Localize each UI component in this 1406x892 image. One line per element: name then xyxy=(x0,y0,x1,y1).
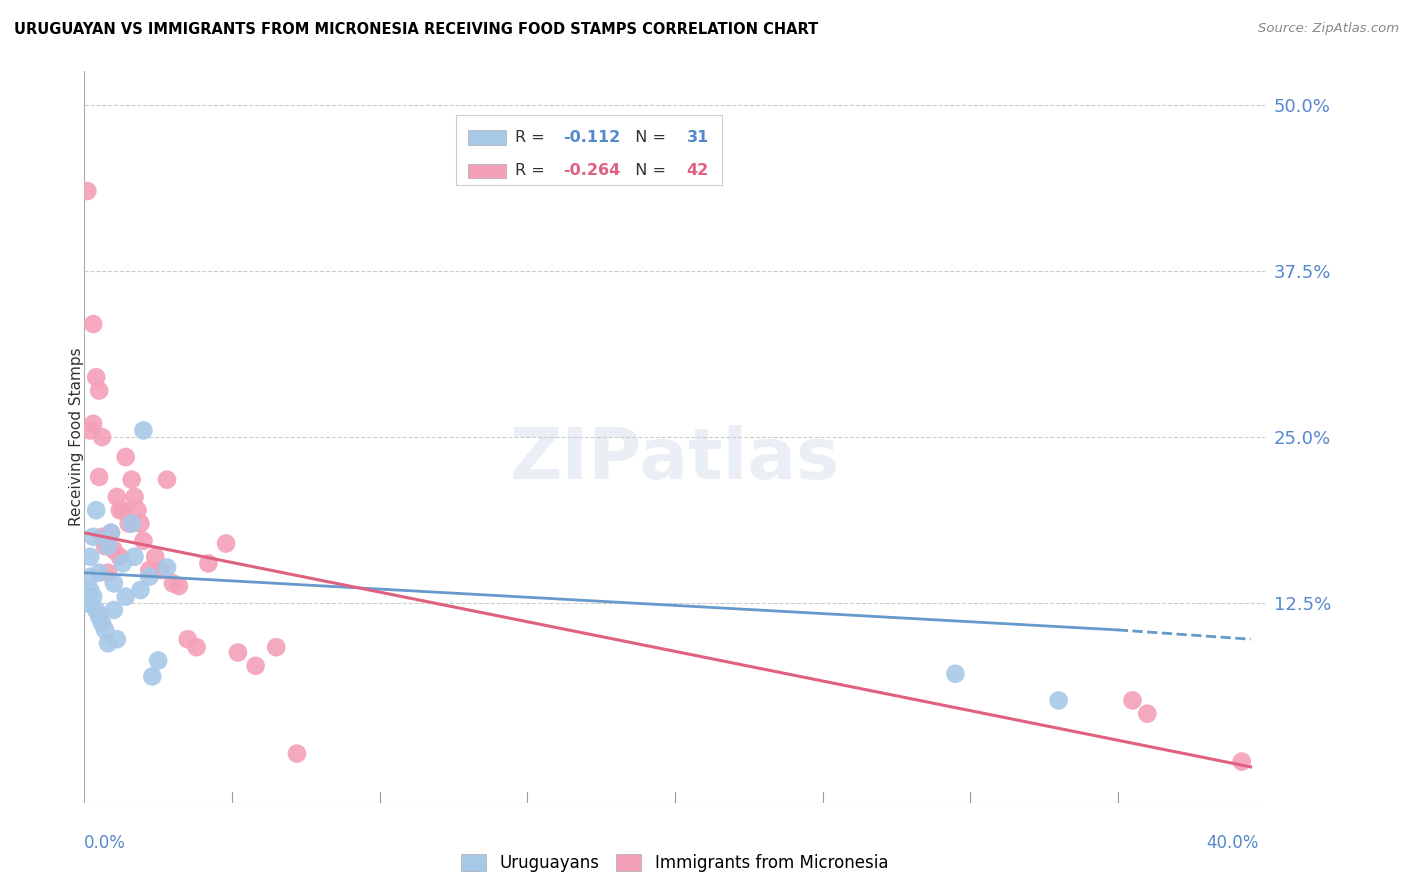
Point xyxy=(186,640,208,655)
Point xyxy=(84,503,107,517)
Point xyxy=(82,417,104,431)
Point xyxy=(156,473,179,487)
Text: ZIPatlas: ZIPatlas xyxy=(510,425,839,493)
Text: 31: 31 xyxy=(686,130,709,145)
Text: -0.264: -0.264 xyxy=(562,163,620,178)
Point xyxy=(1047,693,1070,707)
Point xyxy=(94,539,117,553)
Point xyxy=(141,669,163,683)
Point xyxy=(84,370,107,384)
Point xyxy=(97,539,120,553)
Point xyxy=(103,603,125,617)
Point xyxy=(79,424,101,438)
Point xyxy=(82,530,104,544)
Point xyxy=(91,616,114,631)
Text: 0.0%: 0.0% xyxy=(84,834,127,852)
Point xyxy=(1230,755,1253,769)
Text: Source: ZipAtlas.com: Source: ZipAtlas.com xyxy=(1258,22,1399,36)
Point xyxy=(76,590,98,604)
Point xyxy=(215,536,238,550)
Point xyxy=(94,623,117,637)
Point xyxy=(76,596,98,610)
Point xyxy=(197,557,219,571)
Text: R =: R = xyxy=(516,163,550,178)
Point xyxy=(76,184,98,198)
Point xyxy=(1136,706,1159,721)
Text: 40.0%: 40.0% xyxy=(1206,834,1258,852)
Point xyxy=(89,470,111,484)
Point xyxy=(108,549,131,564)
Point xyxy=(97,530,120,544)
Point xyxy=(127,503,149,517)
Bar xyxy=(457,115,723,185)
Point xyxy=(97,636,120,650)
Point xyxy=(226,646,249,660)
Point xyxy=(114,450,136,464)
Point xyxy=(89,609,111,624)
Point xyxy=(82,590,104,604)
Text: N =: N = xyxy=(626,130,672,145)
Point xyxy=(89,384,111,398)
Point xyxy=(156,560,179,574)
Point xyxy=(132,533,155,548)
Point xyxy=(121,473,143,487)
Text: R =: R = xyxy=(516,130,550,145)
Point xyxy=(138,563,160,577)
Text: 42: 42 xyxy=(686,163,709,178)
Point xyxy=(129,516,152,531)
Point xyxy=(138,570,160,584)
Point xyxy=(264,640,288,655)
Point xyxy=(82,317,104,331)
Point xyxy=(945,666,967,681)
Point xyxy=(121,516,143,531)
Point xyxy=(1122,693,1144,707)
Point xyxy=(103,543,125,558)
Point xyxy=(124,549,146,564)
Point xyxy=(79,582,101,597)
Text: URUGUAYAN VS IMMIGRANTS FROM MICRONESIA RECEIVING FOOD STAMPS CORRELATION CHART: URUGUAYAN VS IMMIGRANTS FROM MICRONESIA … xyxy=(14,22,818,37)
Point xyxy=(162,576,184,591)
Text: -0.112: -0.112 xyxy=(562,130,620,145)
Point xyxy=(150,563,173,577)
Point xyxy=(111,557,134,571)
Point xyxy=(124,490,146,504)
Point xyxy=(167,579,190,593)
Bar xyxy=(468,163,506,178)
Point xyxy=(97,566,120,580)
Point xyxy=(129,582,152,597)
Point xyxy=(245,658,267,673)
Y-axis label: Receiving Food Stamps: Receiving Food Stamps xyxy=(69,348,83,526)
Point xyxy=(79,549,101,564)
Point xyxy=(114,590,136,604)
Point xyxy=(89,566,111,580)
Point xyxy=(108,503,131,517)
Point xyxy=(177,632,200,647)
Point xyxy=(100,525,122,540)
Point xyxy=(105,632,128,647)
Point xyxy=(285,747,308,761)
Point xyxy=(148,653,170,667)
Point xyxy=(84,603,107,617)
Point xyxy=(103,576,125,591)
Point xyxy=(79,570,101,584)
Legend: Uruguayans, Immigrants from Micronesia: Uruguayans, Immigrants from Micronesia xyxy=(454,847,896,879)
Point xyxy=(91,430,114,444)
Point xyxy=(100,525,122,540)
Point xyxy=(132,424,155,438)
Bar xyxy=(468,130,506,145)
Point xyxy=(143,549,166,564)
Point xyxy=(111,503,134,517)
Point xyxy=(105,490,128,504)
Point xyxy=(118,516,141,531)
Text: N =: N = xyxy=(626,163,672,178)
Point xyxy=(91,530,114,544)
